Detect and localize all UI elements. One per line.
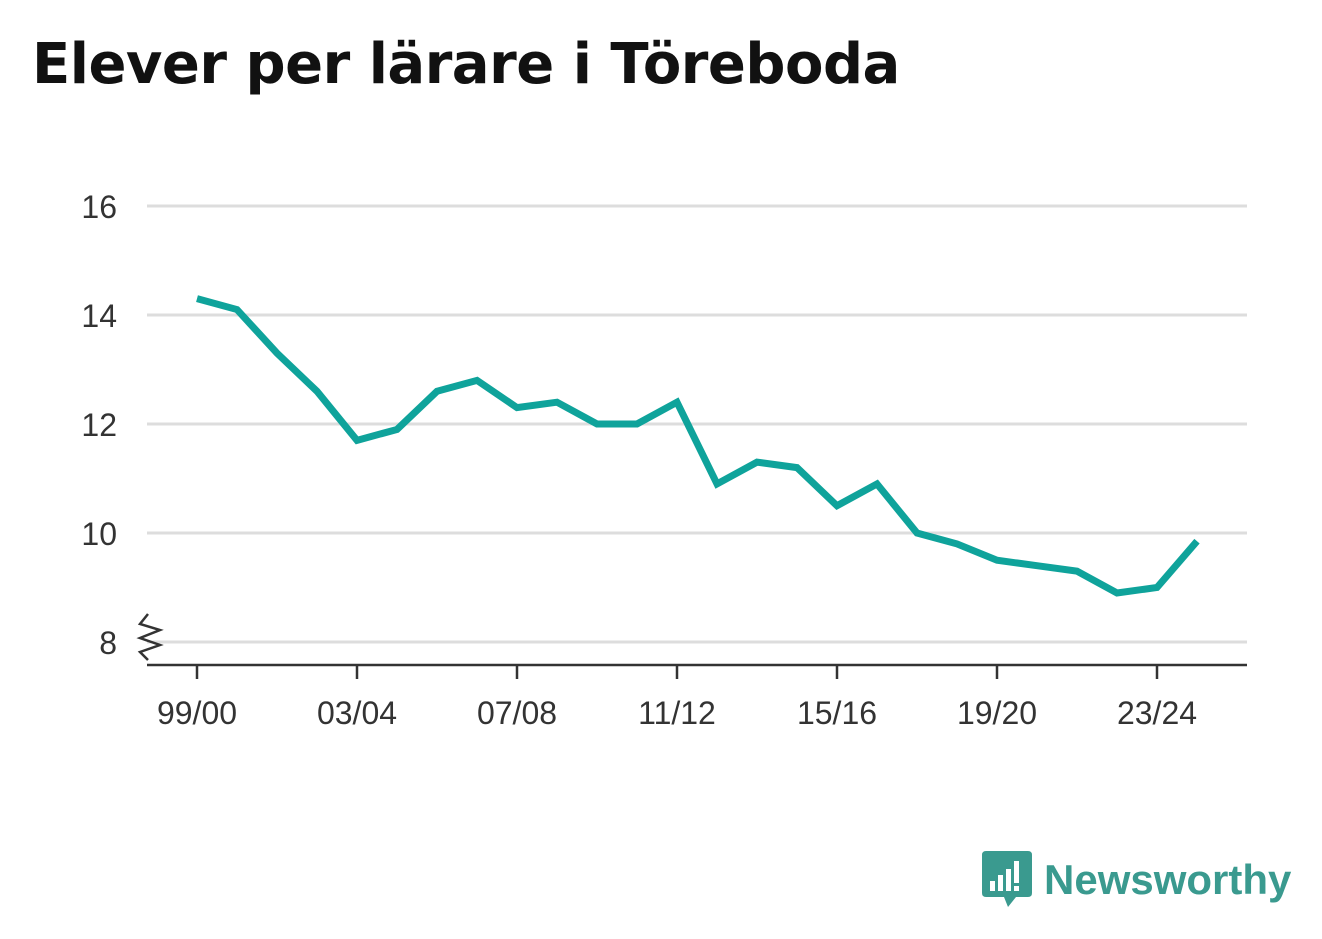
y-tick-label: 10	[81, 516, 117, 552]
newsworthy-icon	[982, 851, 1032, 907]
series-line	[196, 295, 1200, 597]
data-point	[194, 296, 200, 302]
gridlines	[147, 204, 1247, 644]
data-point	[394, 426, 400, 432]
data-point	[834, 503, 840, 509]
x-axis: 99/00 03/04 07/08 11/12 15/16 19/20 23/24	[147, 663, 1247, 731]
chart-title: Elever per lärare i Töreboda	[32, 32, 900, 97]
x-tick-label: 23/24	[1117, 695, 1197, 731]
x-tick-label: 11/12	[638, 695, 716, 731]
data-point	[354, 437, 360, 443]
data-point	[1034, 563, 1040, 569]
data-point	[514, 405, 520, 411]
data-point	[634, 421, 640, 427]
data-point	[714, 481, 720, 487]
x-tick-label: 15/16	[797, 695, 877, 731]
data-point	[1154, 585, 1160, 591]
data-point	[954, 541, 960, 547]
y-tick-label: 14	[81, 298, 117, 334]
data-point	[914, 530, 920, 536]
newsworthy-logo: Newsworthy	[980, 850, 1291, 910]
data-point	[674, 399, 680, 405]
data-point	[794, 465, 800, 471]
data-point	[274, 350, 280, 356]
data-point	[1194, 538, 1200, 544]
y-axis: 8 10 12 14 16	[81, 189, 164, 661]
data-point	[1114, 590, 1120, 596]
y-tick-label: 12	[81, 407, 117, 443]
data-point	[434, 388, 440, 394]
data-point	[874, 481, 880, 487]
data-point	[754, 459, 760, 465]
x-tick-label: 19/20	[957, 695, 1037, 731]
series-layer	[194, 295, 1200, 597]
data-point	[234, 307, 240, 313]
y-tick-label: 8	[99, 625, 117, 661]
data-point	[474, 377, 480, 383]
x-tick-label: 07/08	[477, 695, 557, 731]
y-tick-label: 16	[81, 189, 117, 225]
axis-break-icon	[136, 613, 164, 661]
data-point	[554, 399, 560, 405]
data-point	[1074, 568, 1080, 574]
x-tick-label: 99/00	[157, 695, 237, 731]
brand-name: Newsworthy	[1044, 856, 1292, 903]
data-point	[314, 388, 320, 394]
data-point	[594, 421, 600, 427]
data-point	[994, 557, 1000, 563]
x-tick-label: 03/04	[317, 695, 397, 731]
line-chart: 8 10 12 14 16 99/00 03/04 07/08 11/12 15/16 19/20…	[81, 189, 1247, 731]
